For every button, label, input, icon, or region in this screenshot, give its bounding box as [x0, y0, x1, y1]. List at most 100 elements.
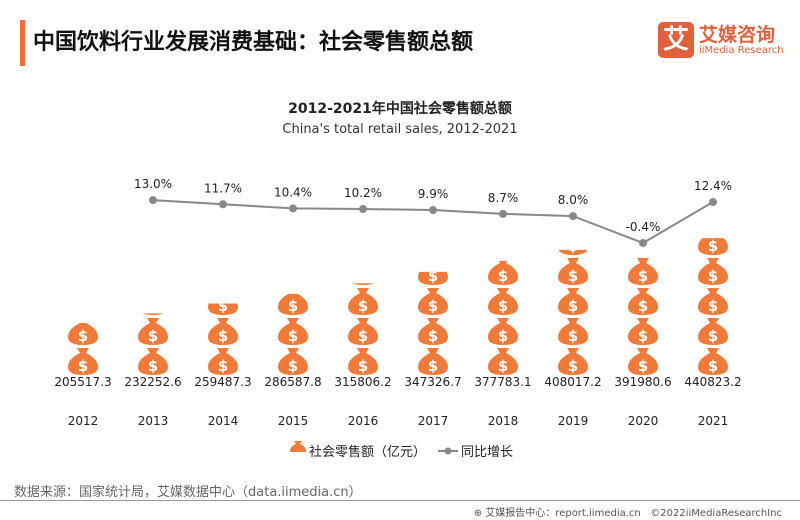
bar-2021: $ $ $ $ $: [698, 238, 728, 375]
bar-2017: $ $ $ $: [418, 267, 448, 375]
bar-2018: $ $ $ $: [488, 260, 518, 375]
money-bag-icon: [348, 348, 378, 375]
money-bag-icon: [558, 318, 588, 345]
dollar-sign: $: [498, 297, 508, 315]
money-bag-icon: [418, 271, 448, 285]
dollar-sign: $: [78, 327, 88, 345]
legend-line-marker: [444, 447, 452, 455]
dollar-sign: $: [708, 327, 718, 345]
bar-label: 259487.3: [194, 375, 251, 389]
money-bag-icon: [208, 348, 238, 375]
growth-label: -0.4%: [626, 220, 661, 234]
money-bag-icon: [628, 288, 658, 315]
dollar-sign: $: [358, 357, 368, 375]
money-bag-icon: [488, 288, 518, 315]
money-bag-icon: [138, 318, 168, 345]
dollar-sign: $: [568, 357, 578, 375]
dollar-sign: $: [148, 357, 158, 375]
dollar-sign: $: [568, 297, 578, 315]
chart-title: 2012-2021年中国社会零售额总额: [288, 101, 512, 117]
money-bag-icon: [208, 303, 238, 315]
dollar-sign: $: [638, 267, 648, 285]
growth-label: 11.7%: [204, 181, 242, 195]
dollar-sign: $: [428, 267, 438, 285]
copyright: ©2022iiMediaResearchInc: [650, 508, 782, 519]
logo-mark: 艾: [658, 22, 694, 58]
growth-point: [709, 198, 717, 207]
growth-label: 9.9%: [418, 187, 449, 201]
x-tick-label: 2014: [208, 414, 239, 428]
dollar-sign: $: [568, 267, 578, 285]
money-bag-icon: [208, 318, 238, 345]
dollar-sign: $: [288, 357, 298, 375]
money-bag-icon: [418, 288, 448, 315]
source-note: 数据来源：国家统计局，艾媒数据中心（data.iimedia.cn）: [14, 485, 362, 500]
money-bag-icon: [488, 260, 518, 285]
dollar-sign: $: [358, 297, 368, 315]
growth-point: [219, 200, 227, 209]
money-bag-icon: [698, 238, 728, 255]
growth-point: [429, 206, 437, 215]
bar-label: 408017.2: [544, 375, 601, 389]
x-tick-label: 2016: [348, 414, 379, 428]
x-tick-label: 2020: [628, 414, 659, 428]
legend-line: 同比增长: [461, 445, 513, 460]
x-tick-label: 2012: [68, 414, 99, 428]
dollar-sign: $: [428, 327, 438, 345]
bar-2013: $ $ $: [138, 313, 168, 375]
dollar-sign: $: [568, 327, 578, 345]
x-tick-label: 2015: [278, 414, 309, 428]
money-bag-icon: [68, 348, 98, 375]
bar-2016: $ $ $ $: [348, 283, 378, 375]
money-bag-icon: [68, 323, 98, 345]
money-bag-icon: [558, 348, 588, 375]
money-bag-icon: [488, 318, 518, 345]
bar-label: 440823.2: [684, 375, 741, 389]
growth-point: [639, 238, 647, 247]
bar-2020: $$$$$: [628, 258, 658, 375]
dollar-sign: $: [358, 327, 368, 345]
money-bag-icon: [348, 288, 378, 315]
dollar-sign: $: [568, 237, 578, 255]
chart: $$205517.32012$$$232252.62013$$$259487.3…: [54, 177, 741, 460]
money-bag-icon: [628, 318, 658, 345]
growth-point: [569, 212, 577, 221]
money-bag-icon: [698, 258, 728, 285]
bar-label: 232252.6: [124, 375, 181, 389]
money-bag-icon: [698, 288, 728, 315]
bar-label: 377783.1: [474, 375, 531, 389]
dollar-sign: $: [638, 357, 648, 375]
money-bag-icon: [698, 348, 728, 375]
x-tick-label: 2017: [418, 414, 449, 428]
bar-2015: $ $ $: [278, 293, 308, 375]
money-bag-icon: [558, 249, 588, 255]
growth-point: [359, 205, 367, 214]
growth-point: [149, 196, 157, 205]
growth-point: [499, 209, 507, 218]
legend-bars: 社会零售额（亿元）: [309, 444, 426, 460]
dollar-sign: $: [498, 357, 508, 375]
dollar-sign: $: [428, 357, 438, 375]
growth-label: 13.0%: [134, 177, 172, 191]
bar-label: 347326.7: [404, 375, 461, 389]
growth-label: 8.0%: [558, 193, 589, 207]
money-bag-icon: [628, 348, 658, 375]
divider: [0, 500, 800, 501]
dollar-sign: $: [638, 297, 648, 315]
legend-bag-icon: [290, 441, 306, 452]
page-title: 中国饮料行业发展消费基础：社会零售额总额: [33, 30, 474, 55]
dollar-sign: $: [708, 297, 718, 315]
dollar-sign: $: [498, 267, 508, 285]
money-bag-icon: [698, 318, 728, 345]
dollar-sign: $: [218, 357, 228, 375]
money-bag-icon: [558, 288, 588, 315]
growth-label: 8.7%: [488, 191, 519, 205]
money-bag-icon: [628, 258, 658, 285]
money-bag-icon: [278, 318, 308, 345]
title-accent-bar: [20, 20, 25, 66]
money-bag-icon: [138, 348, 168, 375]
money-bag-icon: [348, 318, 378, 345]
money-bag-icon: [278, 293, 308, 315]
logo: 艾 艾媒咨询 iiMedia Research: [658, 22, 784, 58]
report-link[interactable]: 艾媒报告中心：report.iimedia.cn: [485, 508, 641, 519]
